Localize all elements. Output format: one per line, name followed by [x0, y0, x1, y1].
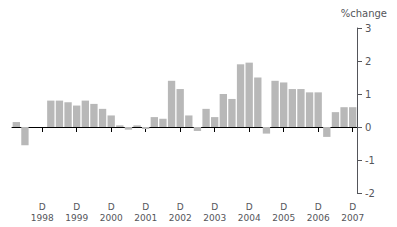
svg-text:D: D: [246, 202, 253, 212]
svg-text:D: D: [315, 202, 322, 212]
svg-text:2007: 2007: [341, 213, 364, 223]
svg-text:2005: 2005: [272, 213, 295, 223]
svg-text:2006: 2006: [307, 213, 330, 223]
svg-text:2003: 2003: [203, 213, 226, 223]
svg-text:3: 3: [365, 23, 371, 34]
svg-text:D: D: [211, 202, 218, 212]
svg-text:2002: 2002: [169, 213, 192, 223]
svg-text:2001: 2001: [134, 213, 157, 223]
svg-text:1: 1: [365, 89, 371, 100]
svg-text:1998: 1998: [31, 213, 54, 223]
svg-text:D: D: [280, 202, 287, 212]
svg-text:-2: -2: [365, 188, 375, 199]
svg-text:2000: 2000: [100, 213, 123, 223]
svg-text:D: D: [177, 202, 184, 212]
svg-text:D: D: [39, 202, 46, 212]
svg-text:D: D: [349, 202, 356, 212]
svg-text:-1: -1: [365, 155, 375, 166]
svg-text:%change: %change: [341, 8, 387, 19]
svg-text:D: D: [73, 202, 80, 212]
svg-text:D: D: [142, 202, 149, 212]
svg-text:1999: 1999: [65, 213, 88, 223]
svg-text:D: D: [108, 202, 115, 212]
svg-text:2: 2: [365, 56, 371, 67]
svg-text:2004: 2004: [238, 213, 261, 223]
svg-text:0: 0: [365, 122, 371, 133]
